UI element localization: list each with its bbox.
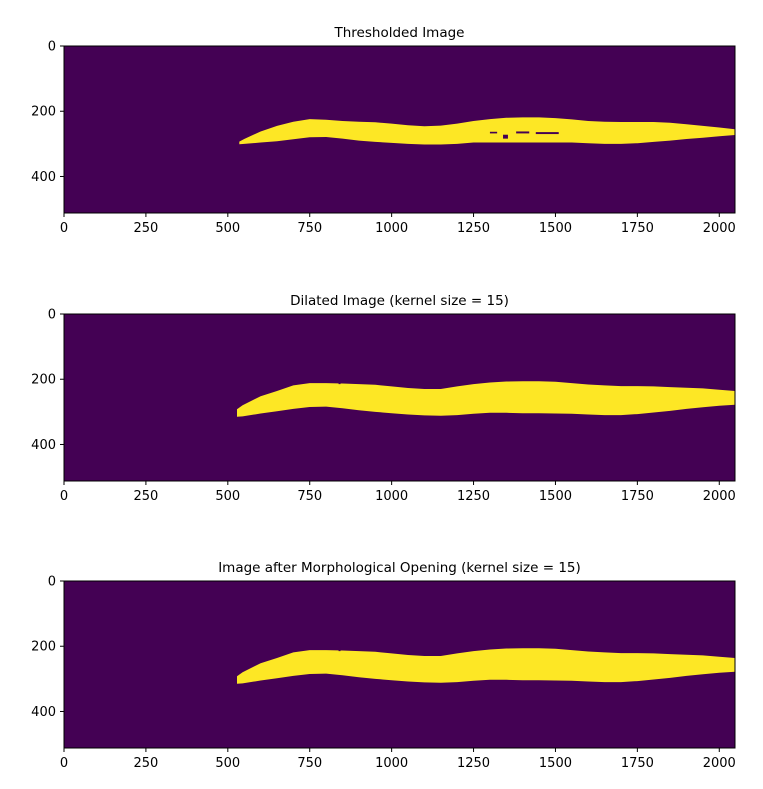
y-tick-label: 400 <box>31 438 56 453</box>
chart-panel-1: Thresholded Image 0 250 500 750 1000 1250 1500 1… <box>31 25 736 236</box>
axes-frame <box>63 45 736 214</box>
x-tick-label: 1750 <box>621 221 654 236</box>
axes-frame <box>63 580 736 749</box>
y-tick-label: 0 <box>48 575 56 590</box>
x-tick-label: 1250 <box>457 756 490 771</box>
background-hole <box>503 134 508 139</box>
chart-title: Dilated Image (kernel size = 15) <box>290 293 509 309</box>
y-tick-label: 200 <box>31 640 56 655</box>
x-tick-label: 750 <box>297 489 322 504</box>
background-hole <box>516 131 530 134</box>
y-tick-label: 0 <box>48 308 56 323</box>
y-tick-label: 400 <box>31 170 56 185</box>
chart-title: Thresholded Image <box>334 25 465 41</box>
x-tick-label: 250 <box>133 489 158 504</box>
x-tick-label: 500 <box>215 221 240 236</box>
x-tick-label: 2000 <box>703 756 736 771</box>
x-tick-label: 1500 <box>539 756 572 771</box>
x-tick-label: 1500 <box>539 489 572 504</box>
background-hole <box>338 380 341 385</box>
x-tick-label: 0 <box>60 489 68 504</box>
y-tick-label: 200 <box>31 373 56 388</box>
x-tick-label: 750 <box>297 221 322 236</box>
foreground-region <box>237 648 735 684</box>
x-tick-label: 2000 <box>703 221 736 236</box>
foreground-region <box>237 381 735 417</box>
x-tick-label: 1750 <box>621 489 654 504</box>
x-tick-label: 0 <box>60 221 68 236</box>
y-tick-label: 200 <box>31 105 56 120</box>
x-tick-label: 1500 <box>539 221 572 236</box>
x-tick-label: 500 <box>215 489 240 504</box>
x-tick-label: 1250 <box>457 489 490 504</box>
background-hole <box>535 132 559 135</box>
chart-panel-2: Dilated Image (kernel size = 15) 0 250 500 7… <box>31 293 736 504</box>
y-tick-label: 0 <box>48 40 56 55</box>
chart-title: Image after Morphological Opening (kerne… <box>218 560 581 576</box>
x-tick-label: 1000 <box>375 756 408 771</box>
background-hole <box>338 647 341 652</box>
x-tick-label: 2000 <box>703 489 736 504</box>
x-tick-label: 750 <box>297 756 322 771</box>
foreground-region <box>239 117 736 145</box>
chart-panel-3: Image after Morphological Opening (kerne… <box>31 560 736 771</box>
y-tick-label: 400 <box>31 705 56 720</box>
background-hole <box>489 131 498 134</box>
axes-frame <box>63 313 736 482</box>
x-tick-label: 1000 <box>375 489 408 504</box>
x-tick-label: 1000 <box>375 221 408 236</box>
x-tick-label: 0 <box>60 756 68 771</box>
x-tick-label: 250 <box>133 221 158 236</box>
x-tick-label: 1750 <box>621 756 654 771</box>
x-tick-label: 250 <box>133 756 158 771</box>
x-tick-label: 1250 <box>457 221 490 236</box>
x-tick-label: 500 <box>215 756 240 771</box>
